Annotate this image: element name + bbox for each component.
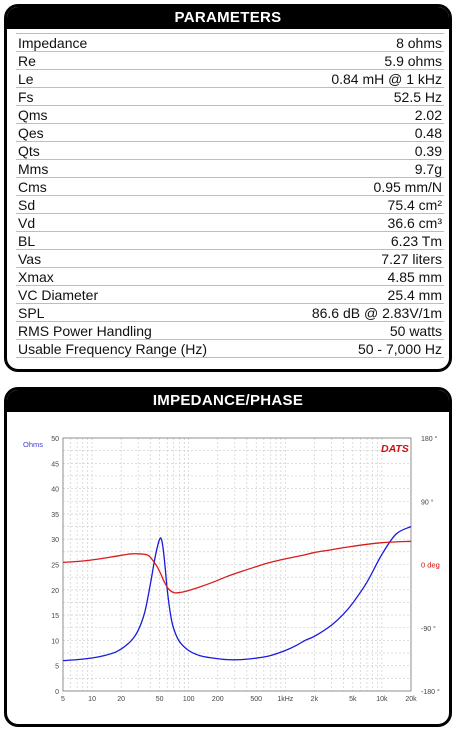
parameters-table: Impedance 8 ohms Re 5.9 ohms Le 0.84 mH @ 1 k…	[16, 33, 444, 358]
parameter-row: RMS Power Handling 50 watts	[16, 321, 444, 340]
y-axis-label: Ohms	[23, 440, 43, 449]
parameter-label: Vas	[16, 249, 269, 268]
parameters-panel: PARAMETERS Impedance 8 ohms Re 5.9 ohms Le 0.…	[4, 4, 452, 372]
y-tick-label: 10	[51, 638, 59, 645]
parameter-label: Cms	[16, 177, 269, 196]
parameter-row: SPL 86.6 dB @ 2.83V/1m	[16, 303, 444, 322]
parameter-value: 0.48	[268, 123, 444, 142]
parameter-value: 36.6 cm³	[268, 213, 444, 232]
x-tick-label: 500	[250, 696, 262, 703]
impedance-phase-panel: IMPEDANCE/PHASE 0 5 10 15 20 25 30 35 40 45 50 5 10 2…	[4, 387, 452, 727]
parameter-row: Qms 2.02	[16, 105, 444, 124]
parameter-value: 52.5 Hz	[268, 87, 444, 106]
x-tick-label: 5	[61, 696, 65, 703]
parameter-row: Vd 36.6 cm³	[16, 213, 444, 232]
parameter-row: Qts 0.39	[16, 141, 444, 160]
parameter-value: 75.4 cm²	[268, 195, 444, 214]
parameter-label: Re	[16, 51, 269, 70]
parameter-label: RMS Power Handling	[16, 321, 269, 340]
phase-line	[62, 540, 412, 594]
y2-tick-label: -180 °	[421, 688, 440, 696]
parameters-title: PARAMETERS	[7, 7, 449, 29]
y-tick-label: 45	[51, 461, 59, 468]
parameter-label: Qes	[16, 123, 269, 142]
x-tick-label: 50	[156, 696, 164, 703]
parameter-row: Sd 75.4 cm²	[16, 195, 444, 214]
parameter-value: 9.7g	[268, 159, 444, 178]
parameter-label: VC Diameter	[16, 285, 269, 304]
parameter-label: Qts	[16, 141, 269, 160]
parameter-value: 5.9 ohms	[268, 51, 444, 70]
x-tick-label: 2k	[311, 696, 319, 703]
parameter-value: 4.85 mm	[268, 267, 444, 286]
parameter-row: Re 5.9 ohms	[16, 51, 444, 70]
plot-frame	[62, 437, 412, 692]
x-tick-label: 20k	[405, 696, 417, 703]
parameter-value: 50 watts	[268, 321, 444, 340]
y2-axis-label: 0 deg	[421, 561, 440, 570]
impedance-line	[62, 525, 412, 662]
x-tick-label: 10k	[376, 696, 388, 703]
y-tick-label: 15	[51, 613, 59, 620]
parameter-label: Qms	[16, 105, 269, 124]
parameter-value: 2.02	[268, 105, 444, 124]
parameter-label: Xmax	[16, 267, 269, 286]
y-tick-label: 0	[55, 689, 59, 696]
parameter-label: Usable Frequency Range (Hz)	[16, 339, 269, 358]
parameter-value: 7.27 liters	[268, 249, 444, 268]
parameter-label: Vd	[16, 213, 269, 232]
x-tick-label: 1kHz	[277, 696, 293, 703]
parameter-row: Xmax 4.85 mm	[16, 267, 444, 286]
parameter-value: 0.95 mm/N	[268, 177, 444, 196]
parameter-label: Sd	[16, 195, 269, 214]
parameter-value: 25.4 mm	[268, 285, 444, 304]
y-tick-label: 25	[51, 563, 59, 570]
x-tick-label: 200	[212, 696, 224, 703]
y-tick-label: 35	[51, 512, 59, 519]
y-tick-label: 40	[51, 487, 59, 494]
parameter-label: BL	[16, 231, 269, 250]
parameter-value: 0.84 mH @ 1 kHz	[268, 69, 444, 88]
parameter-row: BL 6.23 Tm	[16, 231, 444, 250]
parameter-row: Fs 52.5 Hz	[16, 87, 444, 106]
parameter-label: Le	[16, 69, 269, 88]
x-tick-label: 5k	[349, 696, 357, 703]
y2-tick-label: 180 °	[421, 435, 438, 443]
chart-title: IMPEDANCE/PHASE	[7, 390, 449, 412]
parameter-row: Qes 0.48	[16, 123, 444, 142]
parameter-row: Mms 9.7g	[16, 159, 444, 178]
parameter-value: 50 - 7,000 Hz	[268, 339, 444, 358]
parameter-row: Cms 0.95 mm/N	[16, 177, 444, 196]
y-tick-label: 5	[55, 664, 59, 671]
x-tick-label: 100	[183, 696, 195, 703]
parameter-label: Impedance	[16, 33, 269, 52]
parameter-label: Fs	[16, 87, 269, 106]
brand-logo: DATS	[381, 443, 409, 455]
parameter-row: VC Diameter 25.4 mm	[16, 285, 444, 304]
parameter-value: 86.6 dB @ 2.83V/1m	[268, 303, 444, 322]
parameter-row: Vas 7.27 liters	[16, 249, 444, 268]
y2-tick-label: 90 °	[421, 498, 434, 506]
parameter-row: Le 0.84 mH @ 1 kHz	[16, 69, 444, 88]
parameter-value: 0.39	[268, 141, 444, 160]
parameter-row: Impedance 8 ohms	[16, 33, 444, 52]
y-tick-label: 50	[51, 436, 59, 443]
x-tick-label: 10	[88, 696, 96, 703]
x-tick-label: 20	[117, 696, 125, 703]
parameter-value: 6.23 Tm	[268, 231, 444, 250]
y-tick-label: 20	[51, 588, 59, 595]
parameter-value: 8 ohms	[268, 33, 444, 52]
parameter-row: Usable Frequency Range (Hz) 50 - 7,000 Hz	[16, 339, 444, 358]
parameter-label: Mms	[16, 159, 269, 178]
y-tick-label: 30	[51, 537, 59, 544]
y2-tick-label: -90 °	[421, 625, 436, 633]
parameter-label: SPL	[16, 303, 269, 322]
